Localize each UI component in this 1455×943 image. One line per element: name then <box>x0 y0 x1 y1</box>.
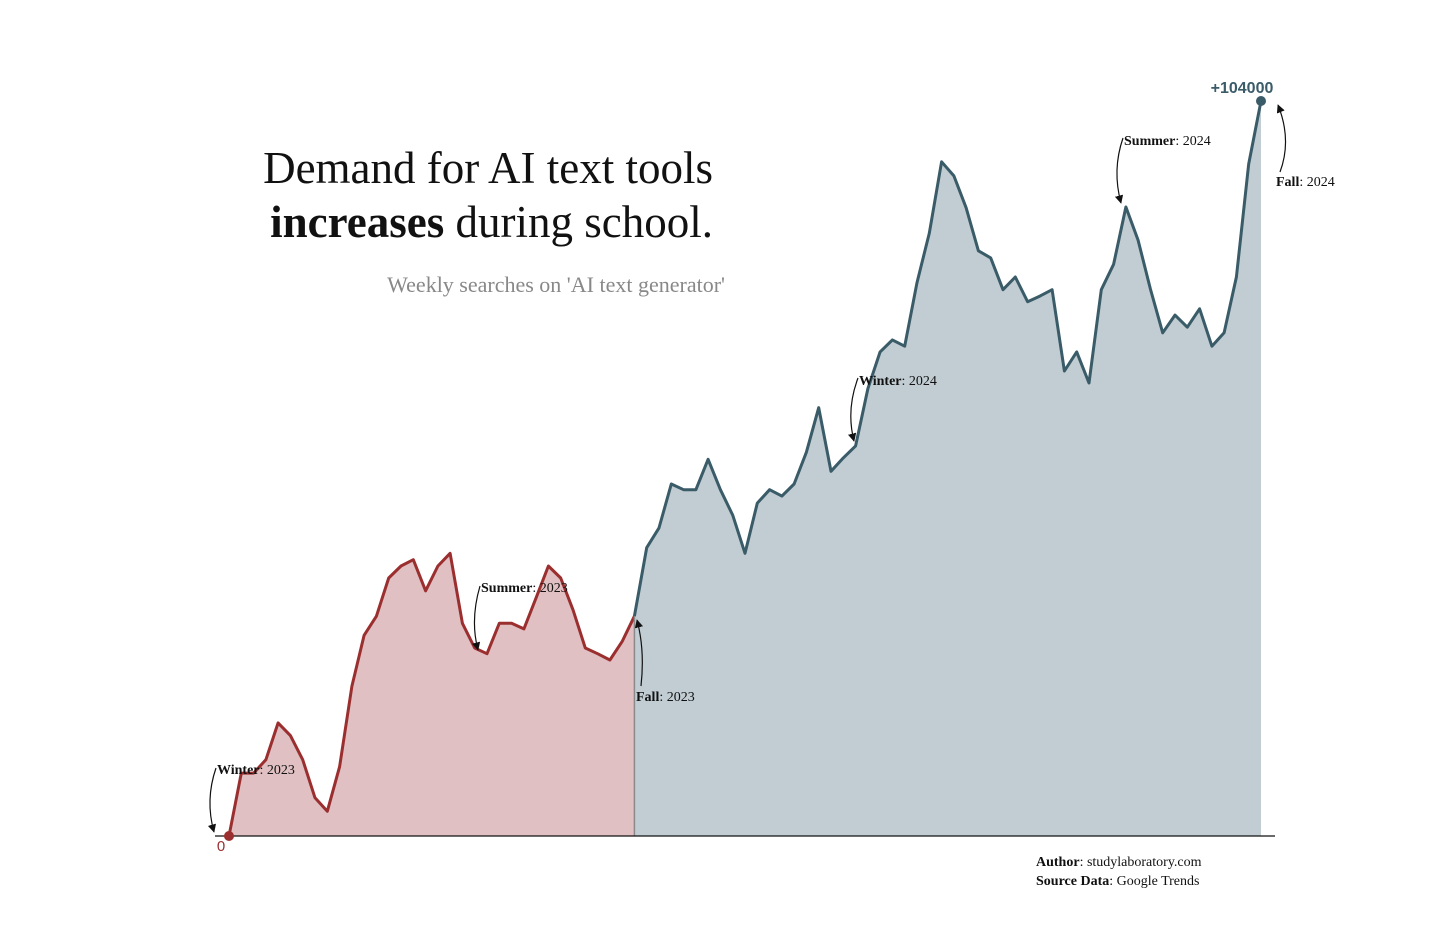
annotation: Fall: 2024 <box>1276 175 1335 190</box>
annotation-label: Summer <box>481 581 532 596</box>
plot <box>215 96 1275 841</box>
annotation: Summer: 2024 <box>1124 134 1211 149</box>
annotation-text: : 2023 <box>532 581 567 596</box>
end-dot <box>1256 96 1266 106</box>
annotation-arrow <box>848 377 859 442</box>
annotation: Fall: 2023 <box>636 690 695 705</box>
line <box>632 100 1263 617</box>
annotation-arrow <box>1276 104 1287 173</box>
annotation: Winter: 2024 <box>859 374 937 389</box>
annotation-arrow <box>471 585 481 651</box>
end-label: +104000 <box>1211 80 1274 97</box>
annotation-text: : 2024 <box>1299 175 1334 190</box>
annotation-label: Fall <box>1276 175 1299 190</box>
annotation-text: : 2023 <box>659 690 694 705</box>
annotation-label: Winter <box>859 374 902 389</box>
annotation-arrow <box>1114 137 1124 204</box>
footer-author: Author: studylaboratory.com <box>1036 855 1202 870</box>
footer-text: : studylaboratory.com <box>1080 855 1202 870</box>
annotation-text: : 2023 <box>260 763 295 778</box>
start-dot <box>224 831 234 841</box>
annotation-text: : 2024 <box>1175 134 1210 149</box>
footer-label: Source Data <box>1036 874 1109 889</box>
footer-text: : Google Trends <box>1109 874 1199 889</box>
area <box>634 101 1261 836</box>
annotation: Summer: 2023 <box>481 581 568 596</box>
title-rest: during school. <box>444 197 713 247</box>
annotation-arrow <box>634 619 644 687</box>
annotation-arrow <box>207 767 217 833</box>
annotation-label: Summer <box>1124 134 1175 149</box>
chart-title: Demand for AI text tools <box>263 143 713 193</box>
start-label: 0 <box>217 838 225 855</box>
annotation-text: : 2024 <box>902 374 937 389</box>
annotation: Winter: 2023 <box>217 763 295 778</box>
line <box>227 551 636 837</box>
area <box>229 553 635 836</box>
footer-label: Author <box>1036 855 1080 870</box>
annotation-label: Fall <box>636 690 659 705</box>
footer-source: Source Data: Google Trends <box>1036 874 1199 889</box>
chart-title: increases during school. <box>270 197 713 247</box>
title-emphasis: increases <box>270 197 444 247</box>
chart-subtitle: Weekly searches on 'AI text generator' <box>387 272 725 297</box>
annotation-label: Winter <box>217 763 260 778</box>
